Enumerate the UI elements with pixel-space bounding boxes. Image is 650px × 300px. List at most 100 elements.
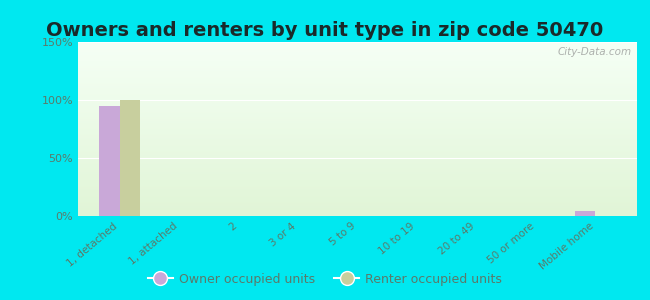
Bar [78, 215, 637, 216]
Bar [78, 125, 637, 127]
Bar [78, 124, 637, 125]
Bar [78, 93, 637, 94]
Bar [78, 107, 637, 108]
Bar [78, 87, 637, 88]
Bar [78, 108, 637, 109]
Bar [78, 137, 637, 138]
Bar [78, 46, 637, 48]
Bar [78, 84, 637, 85]
Bar [78, 113, 637, 114]
Bar [78, 164, 637, 165]
Bar [78, 70, 637, 71]
Bar [78, 88, 637, 90]
Bar [78, 199, 637, 200]
Bar [78, 161, 637, 163]
Bar [78, 71, 637, 72]
Bar [78, 127, 637, 128]
Bar [78, 194, 637, 195]
Bar [78, 167, 637, 168]
Text: Owners and renters by unit type in zip code 50470: Owners and renters by unit type in zip c… [46, 21, 604, 40]
Bar [78, 68, 637, 69]
Bar [78, 138, 637, 140]
Bar [78, 158, 637, 159]
Bar [78, 152, 637, 153]
Bar [78, 123, 637, 124]
Bar [78, 169, 637, 171]
Bar [78, 110, 637, 112]
Bar [78, 146, 637, 148]
Bar [78, 106, 637, 107]
Bar [78, 90, 637, 91]
Bar [78, 173, 637, 174]
Bar [78, 148, 637, 149]
Bar [78, 208, 637, 209]
Bar [78, 210, 637, 211]
Bar [78, 114, 637, 115]
Bar [78, 118, 637, 120]
Bar [78, 184, 637, 185]
Bar [78, 177, 637, 178]
Bar [78, 59, 637, 61]
Legend: Owner occupied units, Renter occupied units: Owner occupied units, Renter occupied un… [143, 268, 507, 291]
Bar [78, 202, 637, 203]
Bar [78, 112, 637, 113]
Bar [78, 42, 637, 43]
Bar [78, 43, 637, 44]
Bar [78, 49, 637, 50]
Bar [78, 144, 637, 145]
Bar [78, 105, 637, 106]
Bar [78, 116, 637, 117]
Bar [78, 192, 637, 193]
Bar [78, 63, 637, 64]
Bar [78, 200, 637, 201]
Bar [78, 136, 637, 137]
Bar [78, 149, 637, 150]
Bar [78, 129, 637, 130]
Bar [78, 214, 637, 215]
Bar [78, 143, 637, 144]
Bar [78, 82, 637, 84]
Bar [78, 115, 637, 116]
Bar [78, 72, 637, 73]
Bar [78, 187, 637, 188]
Bar [78, 48, 637, 49]
Bar [78, 140, 637, 141]
Bar [78, 128, 637, 129]
Bar [78, 66, 637, 68]
Bar [78, 85, 637, 86]
Bar [78, 179, 637, 180]
Bar [78, 64, 637, 65]
Bar [78, 51, 637, 52]
Bar [78, 171, 637, 172]
Bar [78, 188, 637, 189]
Bar [78, 103, 637, 105]
Bar [78, 122, 637, 123]
Bar [78, 159, 637, 160]
Bar [99, 106, 120, 216]
Bar [78, 65, 637, 66]
Bar [78, 86, 637, 87]
Bar [78, 121, 637, 122]
Bar [78, 69, 637, 70]
Bar [78, 154, 637, 156]
Bar [78, 61, 637, 62]
Bar [78, 150, 637, 151]
Bar [78, 153, 637, 154]
Bar [78, 131, 637, 133]
Bar [78, 94, 637, 95]
Bar [78, 180, 637, 181]
Bar [78, 204, 637, 206]
Bar [78, 189, 637, 190]
Bar [78, 54, 637, 55]
Bar [78, 186, 637, 187]
Bar [78, 203, 637, 204]
Bar [78, 168, 637, 169]
Bar [78, 185, 637, 186]
Bar [78, 56, 637, 57]
Bar [78, 77, 637, 78]
Bar [78, 57, 637, 58]
Bar [78, 156, 637, 157]
Bar [78, 165, 637, 166]
Bar [78, 201, 637, 202]
Bar [78, 181, 637, 182]
